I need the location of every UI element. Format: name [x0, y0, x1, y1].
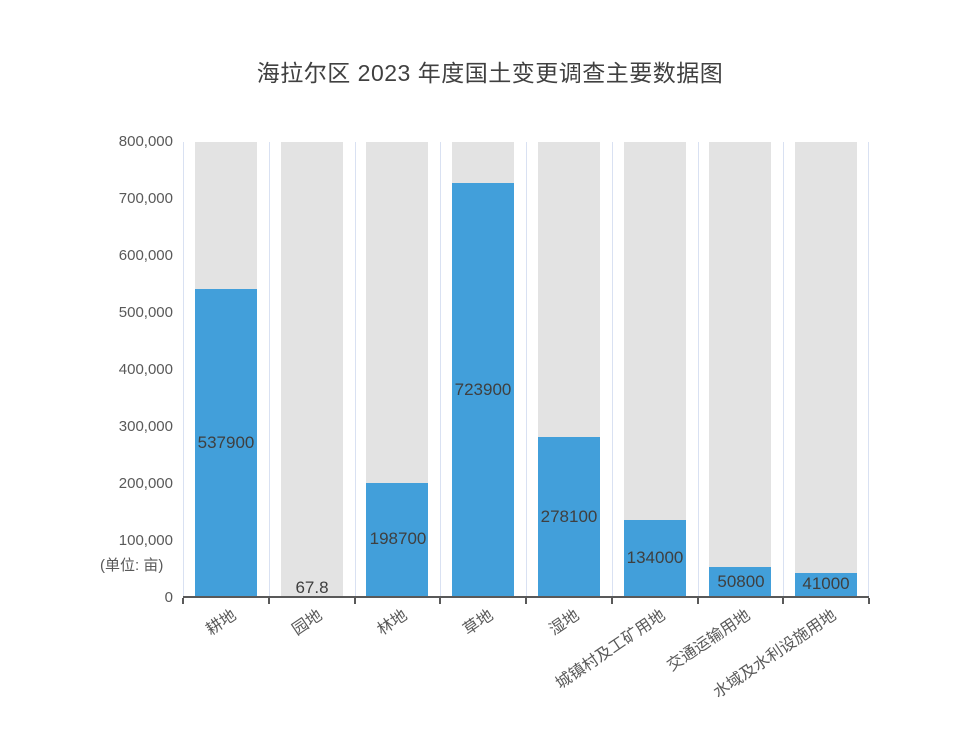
bar-track — [281, 142, 343, 596]
category-separator-line — [355, 142, 356, 596]
bar-value-label: 278100 — [540, 506, 598, 526]
x-axis-tick — [182, 598, 184, 604]
category-separator-line — [440, 142, 441, 596]
bar — [195, 289, 257, 596]
x-axis-tick — [782, 598, 784, 604]
category-separator-line — [612, 142, 613, 596]
bar — [795, 572, 857, 596]
bar — [709, 567, 771, 596]
bar — [624, 519, 686, 596]
bar — [366, 482, 428, 596]
x-axis-tick — [525, 598, 527, 604]
category-label: 草地 — [460, 607, 497, 639]
bar-value-label: 134000 — [626, 547, 684, 567]
y-tick-label: 400,000 — [118, 361, 173, 378]
x-axis-tick — [868, 598, 870, 604]
bar-value-label: 723900 — [454, 379, 512, 399]
y-tick-label: 100,000 — [118, 532, 173, 549]
bar — [538, 437, 600, 596]
y-tick-label: 300,000 — [118, 418, 173, 435]
bar-value-label: 537900 — [197, 432, 255, 452]
x-axis-tick — [439, 598, 441, 604]
x-axis-tick — [354, 598, 356, 604]
category-separator-line — [868, 142, 869, 596]
category-label: 交通运输用地 — [664, 607, 754, 675]
category-separator-line — [269, 142, 270, 596]
category-label: 园地 — [289, 607, 326, 639]
x-axis-tick — [611, 598, 613, 604]
category-label: 林地 — [374, 607, 411, 639]
y-tick-label: 700,000 — [118, 190, 173, 207]
y-tick-label: 800,000 — [118, 133, 173, 150]
category-separator-line — [526, 142, 527, 596]
x-axis-tick — [268, 598, 270, 604]
bar-value-label: 198700 — [369, 529, 427, 549]
chart-title: 海拉尔区 2023 年度国土变更调查主要数据图 — [256, 60, 724, 86]
plot-area: 537900 67.8 198700 723900 278100 134000 50800 4… — [183, 142, 869, 598]
bar-track — [795, 142, 857, 596]
y-tick-label: 600,000 — [118, 247, 173, 264]
category-separator-line — [183, 142, 184, 596]
bar-value-label: 67.8 — [295, 578, 329, 597]
y-tick-label: 0 — [164, 589, 173, 606]
category-label: 耕地 — [203, 607, 240, 639]
bar-value-label: 50800 — [717, 571, 765, 591]
category-separator-line — [783, 142, 784, 596]
y-tick-label: 200,000 — [118, 475, 173, 492]
y-tick-label: 500,000 — [118, 304, 173, 321]
category-separator-line — [698, 142, 699, 596]
bar — [452, 183, 514, 596]
bar-value-label: 41000 — [802, 574, 850, 594]
category-label: 湿地 — [546, 607, 583, 639]
unit-label: (单位: 亩) — [100, 557, 164, 574]
bar-track — [709, 142, 771, 596]
x-axis-tick — [697, 598, 699, 604]
